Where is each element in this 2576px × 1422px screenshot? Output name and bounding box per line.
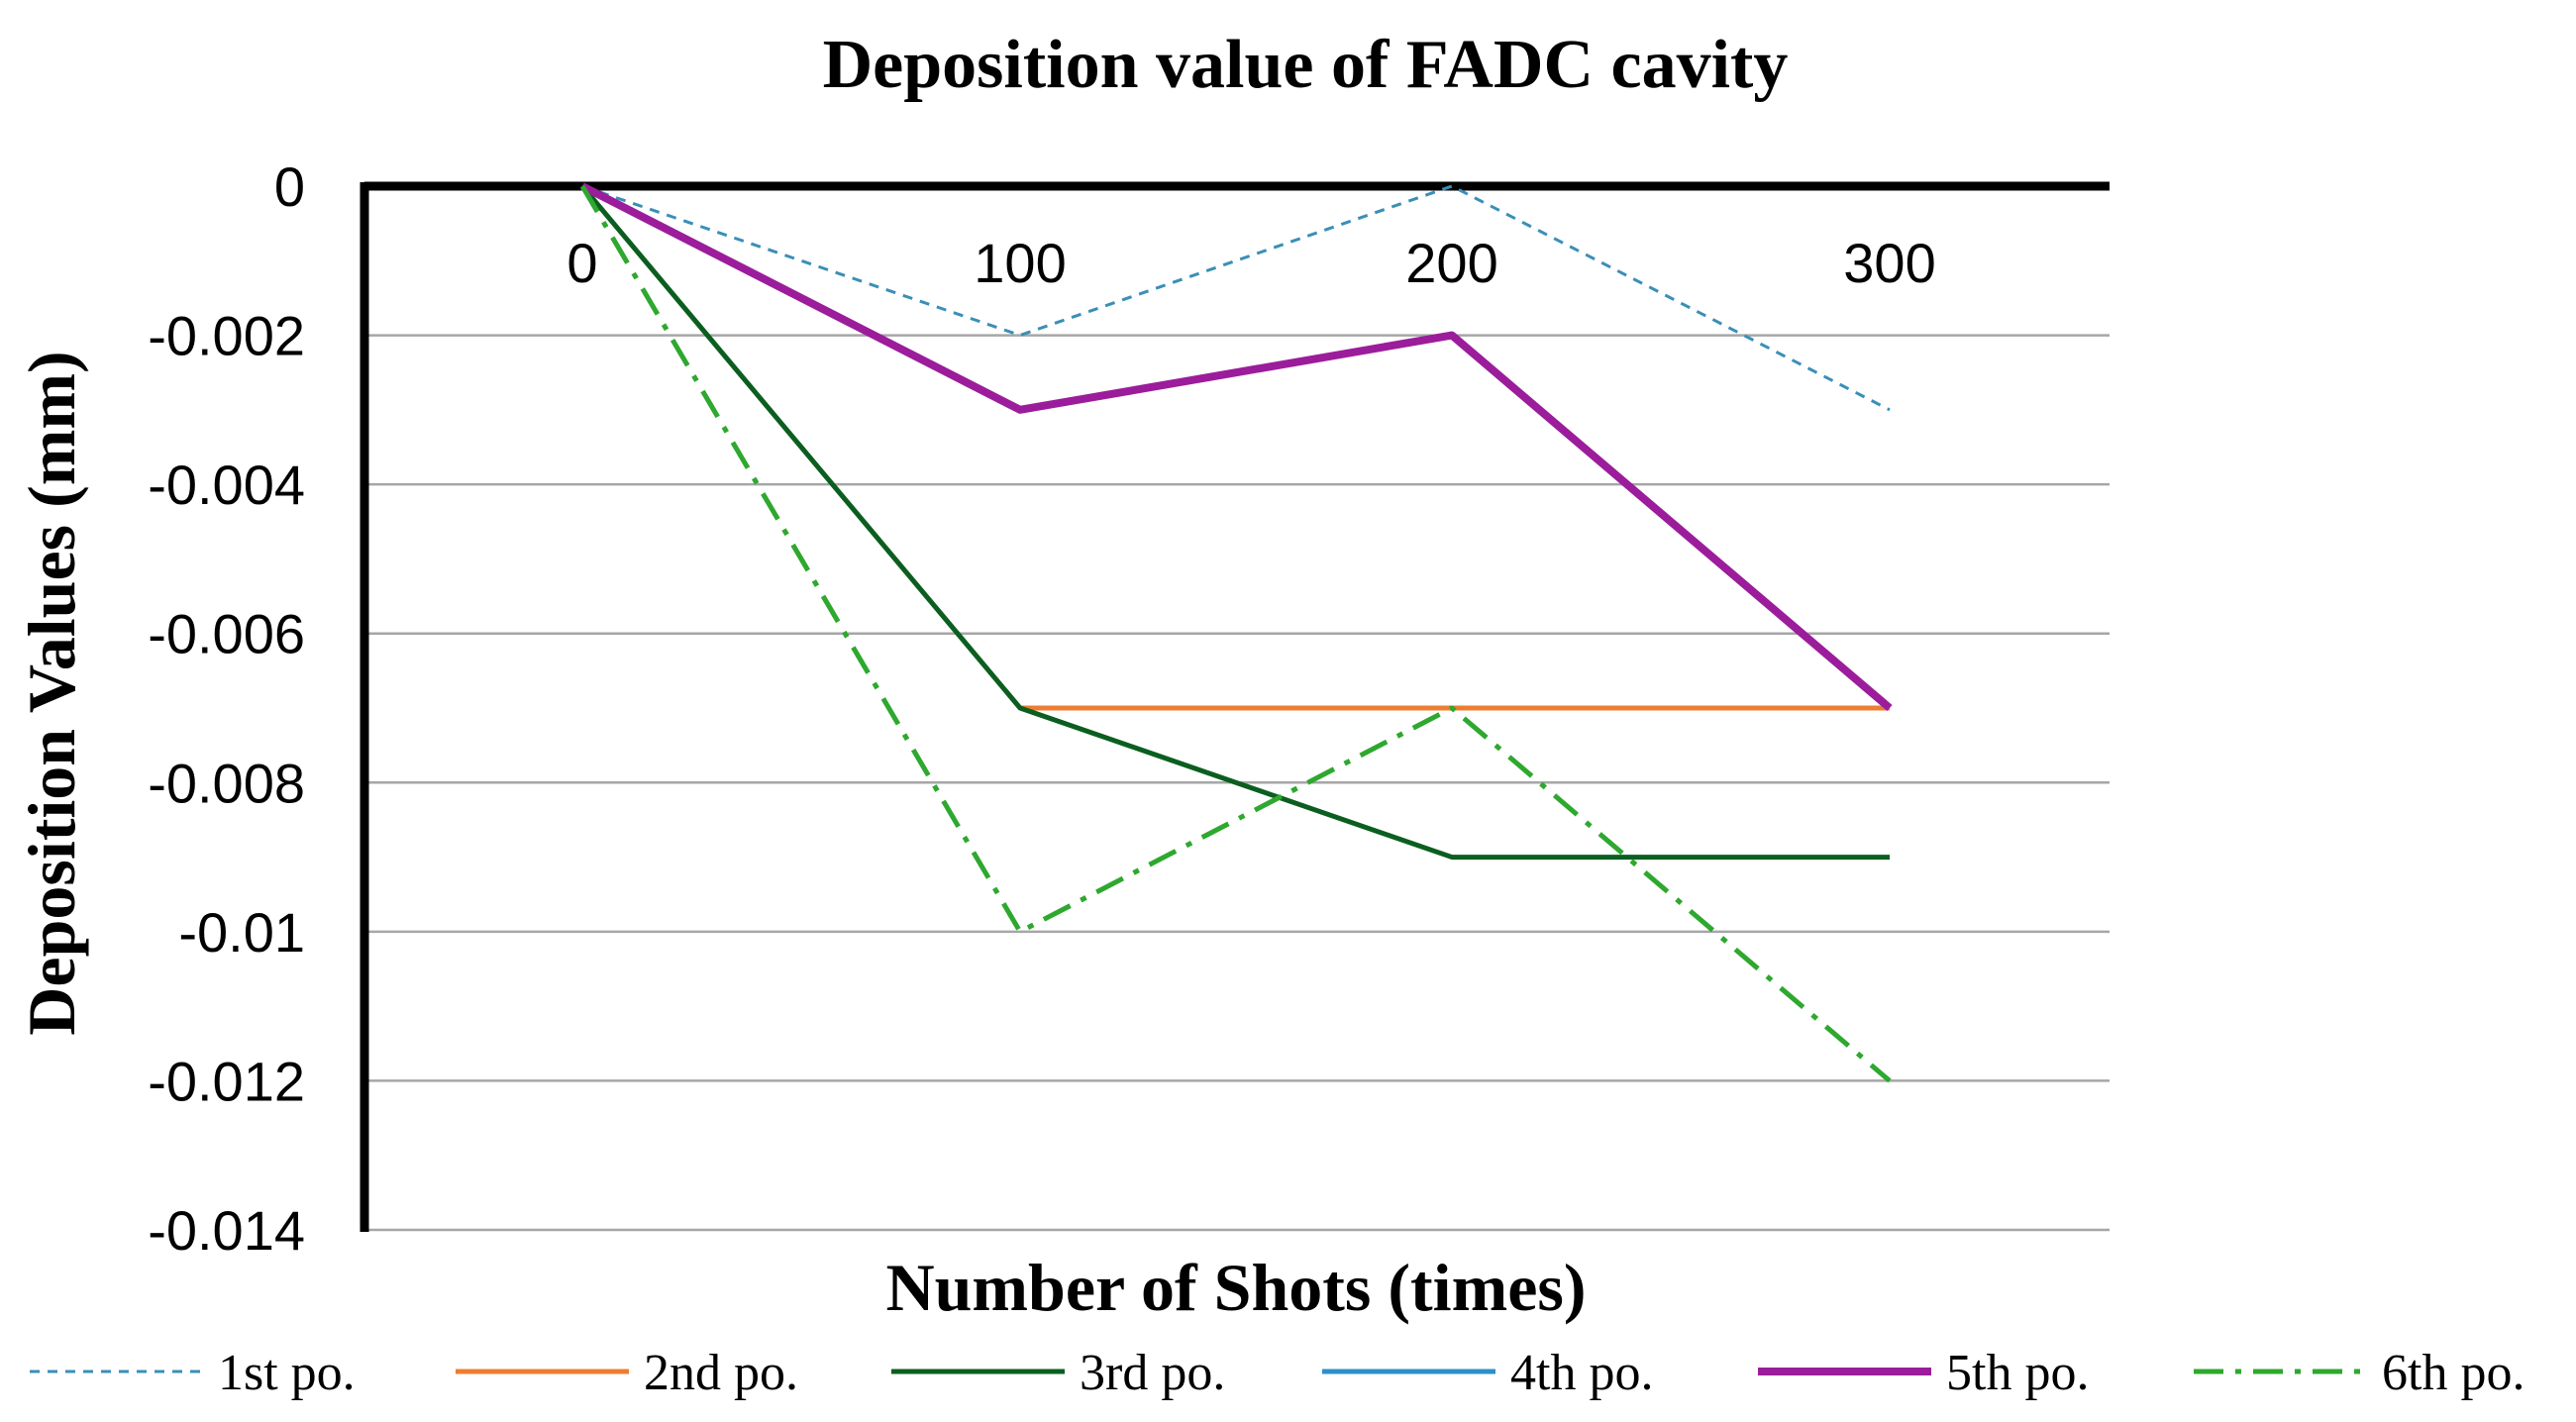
y-tick-labels: 0 -0.002 -0.004 -0.006 -0.008 -0.01 -0.012 -0.0… xyxy=(148,155,305,1262)
chart-title: Deposition value of FADC cavity xyxy=(823,27,1789,103)
y-tick-label: -0.002 xyxy=(148,305,305,367)
legend-label: 5th po. xyxy=(1946,1345,2089,1401)
y-tick-label: -0.004 xyxy=(148,454,305,516)
y-tick-label: -0.01 xyxy=(178,901,305,964)
x-tick-label: 100 xyxy=(974,232,1066,294)
gridlines xyxy=(364,334,2110,1232)
y-tick-label: -0.014 xyxy=(148,1199,305,1262)
y-tick-label: -0.008 xyxy=(148,752,305,814)
series-line-1st-po- xyxy=(581,184,1891,412)
legend: 1st po. 2nd po. 3rd po. 4th po. 5th po. 6th p… xyxy=(30,1345,2524,1401)
x-axis-title: Number of Shots (times) xyxy=(885,1250,1586,1325)
x-tick-label: 0 xyxy=(567,232,597,294)
x-tick-label: 300 xyxy=(1843,232,1935,294)
legend-label: 6th po. xyxy=(2382,1345,2524,1401)
series-line-5th-po- xyxy=(580,182,1893,712)
legend-label: 3rd po. xyxy=(1080,1345,1225,1401)
legend-label: 4th po. xyxy=(1510,1345,1653,1401)
y-tick-label: -0.006 xyxy=(148,603,305,665)
y-tick-label: -0.012 xyxy=(148,1050,305,1112)
x-tick-labels: 0 100 200 300 xyxy=(567,232,1935,294)
series-line-3rd-po- xyxy=(580,184,1890,861)
legend-label: 1st po. xyxy=(218,1345,356,1401)
series-line-6th-po- xyxy=(579,184,1892,1083)
series-lines xyxy=(579,182,1893,1083)
axes xyxy=(360,181,2110,1232)
x-tick-label: 200 xyxy=(1405,232,1497,294)
y-axis-title: Deposition Values (mm) xyxy=(14,351,89,1035)
legend-label: 2nd po. xyxy=(644,1345,798,1401)
y-tick-label: 0 xyxy=(274,155,305,218)
